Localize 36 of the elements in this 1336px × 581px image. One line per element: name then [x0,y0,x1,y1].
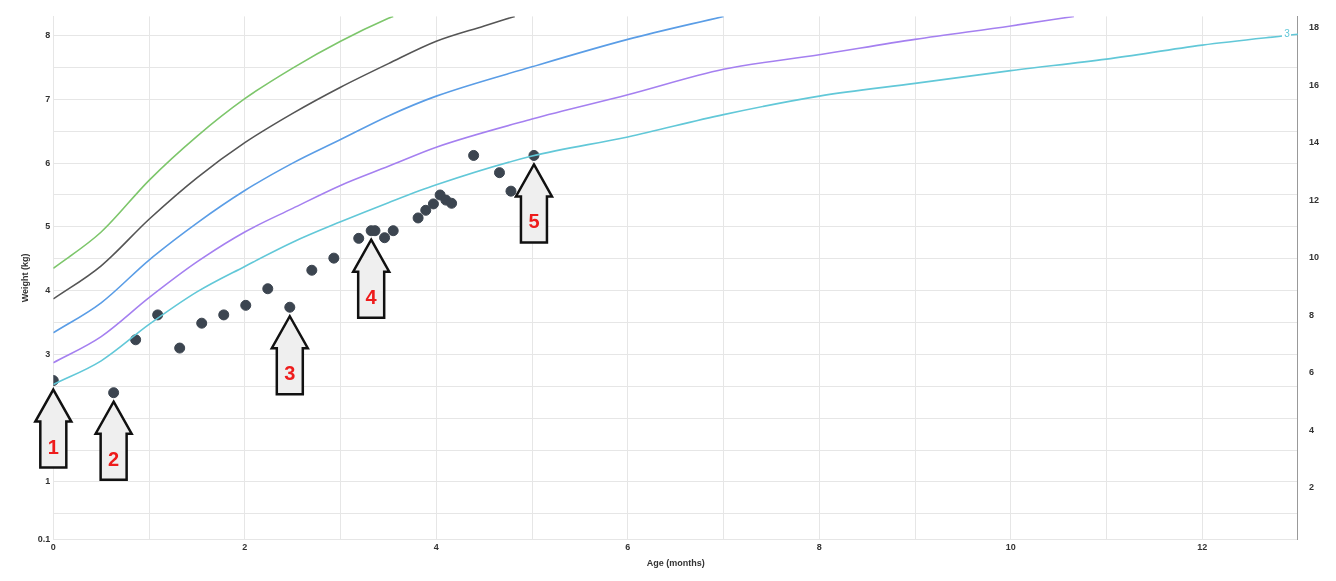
y-axis-title: Weight (kg) [19,253,30,303]
y-tick-label: 7 [45,93,51,104]
y2-tick-label: 10 [1308,252,1319,263]
arrow-icon: 1 [33,387,74,469]
y-tick-label: 0.1 [37,533,51,544]
y-tick-label: 4 [45,285,51,296]
y2-tick-label: 2 [1308,482,1314,493]
x-tick-label: 4 [433,542,439,553]
x-tick-label: 2 [242,542,248,553]
x-tick-label: 0 [50,542,56,553]
arrow-icon: 3 [269,313,310,396]
annotation: 3 [284,362,296,385]
series-label: 3 [1284,28,1291,40]
arrow-icon: 5 [513,161,555,244]
annotation: 2 [108,447,120,470]
arrow-icon: 4 [351,237,392,319]
x-tick-label: 6 [625,542,631,553]
y2-tick-label: 8 [1308,309,1314,320]
x-axis-title: Age (months) [646,558,705,569]
y2-tick-label: 6 [1308,367,1314,378]
y-tick-label: 3 [45,348,51,359]
annotation: 5 [528,210,540,233]
x-tick-label: 12 [1197,542,1208,553]
x-tick-label: 8 [816,542,822,553]
y2-tick-label: 12 [1308,194,1319,205]
y2-tick-label: 16 [1308,79,1319,90]
y2-tick-label: 14 [1308,137,1319,148]
x-tick-label: 10 [1005,542,1016,553]
y-tick-label: 5 [45,221,51,232]
y2-tick-label: 4 [1308,424,1314,435]
annotation: 4 [365,285,378,308]
y-tick-label: 1 [45,476,51,487]
arrow-icon: 2 [93,399,134,481]
y-tick-label: 8 [45,30,51,41]
y2-tick-label: 18 [1308,22,1319,33]
y-tick-label: 6 [45,157,51,168]
